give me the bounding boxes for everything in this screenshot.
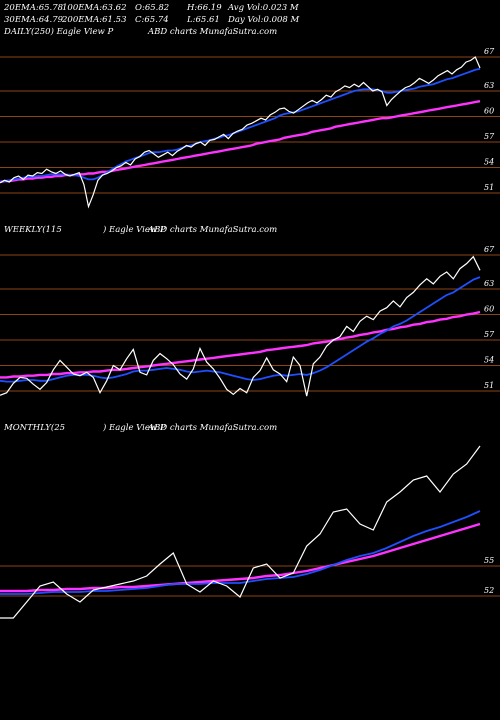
weekly-tick-label: 51 bbox=[484, 381, 494, 390]
monthly-panel-title-suffix: ) Eagle View P bbox=[103, 423, 166, 433]
weekly-tick-label: 54 bbox=[484, 356, 494, 365]
daily-ema-fast-line bbox=[0, 68, 481, 183]
low-readout: L:65.61 bbox=[187, 15, 220, 25]
weekly-tick-label: 63 bbox=[484, 279, 494, 288]
monthly-ema-slow-line bbox=[0, 522, 481, 593]
weekly-tick-label: 67 bbox=[484, 245, 495, 254]
monthly-tick-label: 55 bbox=[484, 556, 494, 565]
open-readout: O:65.82 bbox=[135, 3, 170, 13]
daily-price-line bbox=[0, 56, 481, 209]
monthly-tick-label: 52 bbox=[484, 586, 494, 595]
monthly-price-line bbox=[0, 445, 481, 619]
daily-tick-label: 60 bbox=[484, 107, 494, 116]
daily-tick-label: 67 bbox=[484, 47, 495, 56]
weekly-panel-title: WEEKLY(115 bbox=[4, 225, 62, 235]
daily-tick-label: 57 bbox=[484, 132, 495, 141]
daily-tick-label: 63 bbox=[484, 81, 494, 90]
avg-vol-readout: Avg Vol:0.023 M bbox=[228, 3, 299, 13]
weekly-panel-title-suffix: ) Eagle View P bbox=[103, 225, 166, 235]
monthly-ema-fast-line bbox=[0, 510, 481, 595]
weekly-tick-label: 57 bbox=[484, 330, 495, 339]
daily-tick-label: 51 bbox=[484, 183, 494, 192]
daily-panel-source: ABD charts MunafaSutra.com bbox=[148, 27, 278, 37]
weekly-panel-source: ABD charts MunafaSutra.com bbox=[148, 225, 278, 235]
ema200-readout: 200EMA:61.53 bbox=[62, 15, 127, 25]
daily-panel-title: DAILY(250) Eagle View P bbox=[4, 27, 114, 37]
weekly-price-line bbox=[0, 255, 481, 397]
weekly-ema-slow-line bbox=[0, 310, 481, 379]
daily-tick-label: 54 bbox=[484, 158, 494, 167]
monthly-panel-title: MONTHLY(25 bbox=[4, 423, 66, 433]
close-readout: C:65.74 bbox=[135, 15, 169, 25]
ema100-readout: 100EMA:63.62 bbox=[62, 3, 127, 13]
weekly-tick-label: 60 bbox=[484, 305, 494, 314]
ema20-readout: 20EMA:65.78 bbox=[4, 3, 64, 13]
weekly-ema-fast-line bbox=[0, 276, 481, 383]
high-readout: H:66.19 bbox=[187, 3, 222, 13]
ema30-readout: 30EMA:64.79 bbox=[4, 15, 64, 25]
day-vol-readout: Day Vol:0.008 M bbox=[228, 15, 300, 25]
monthly-panel-source: ABD charts MunafaSutra.com bbox=[148, 423, 278, 433]
